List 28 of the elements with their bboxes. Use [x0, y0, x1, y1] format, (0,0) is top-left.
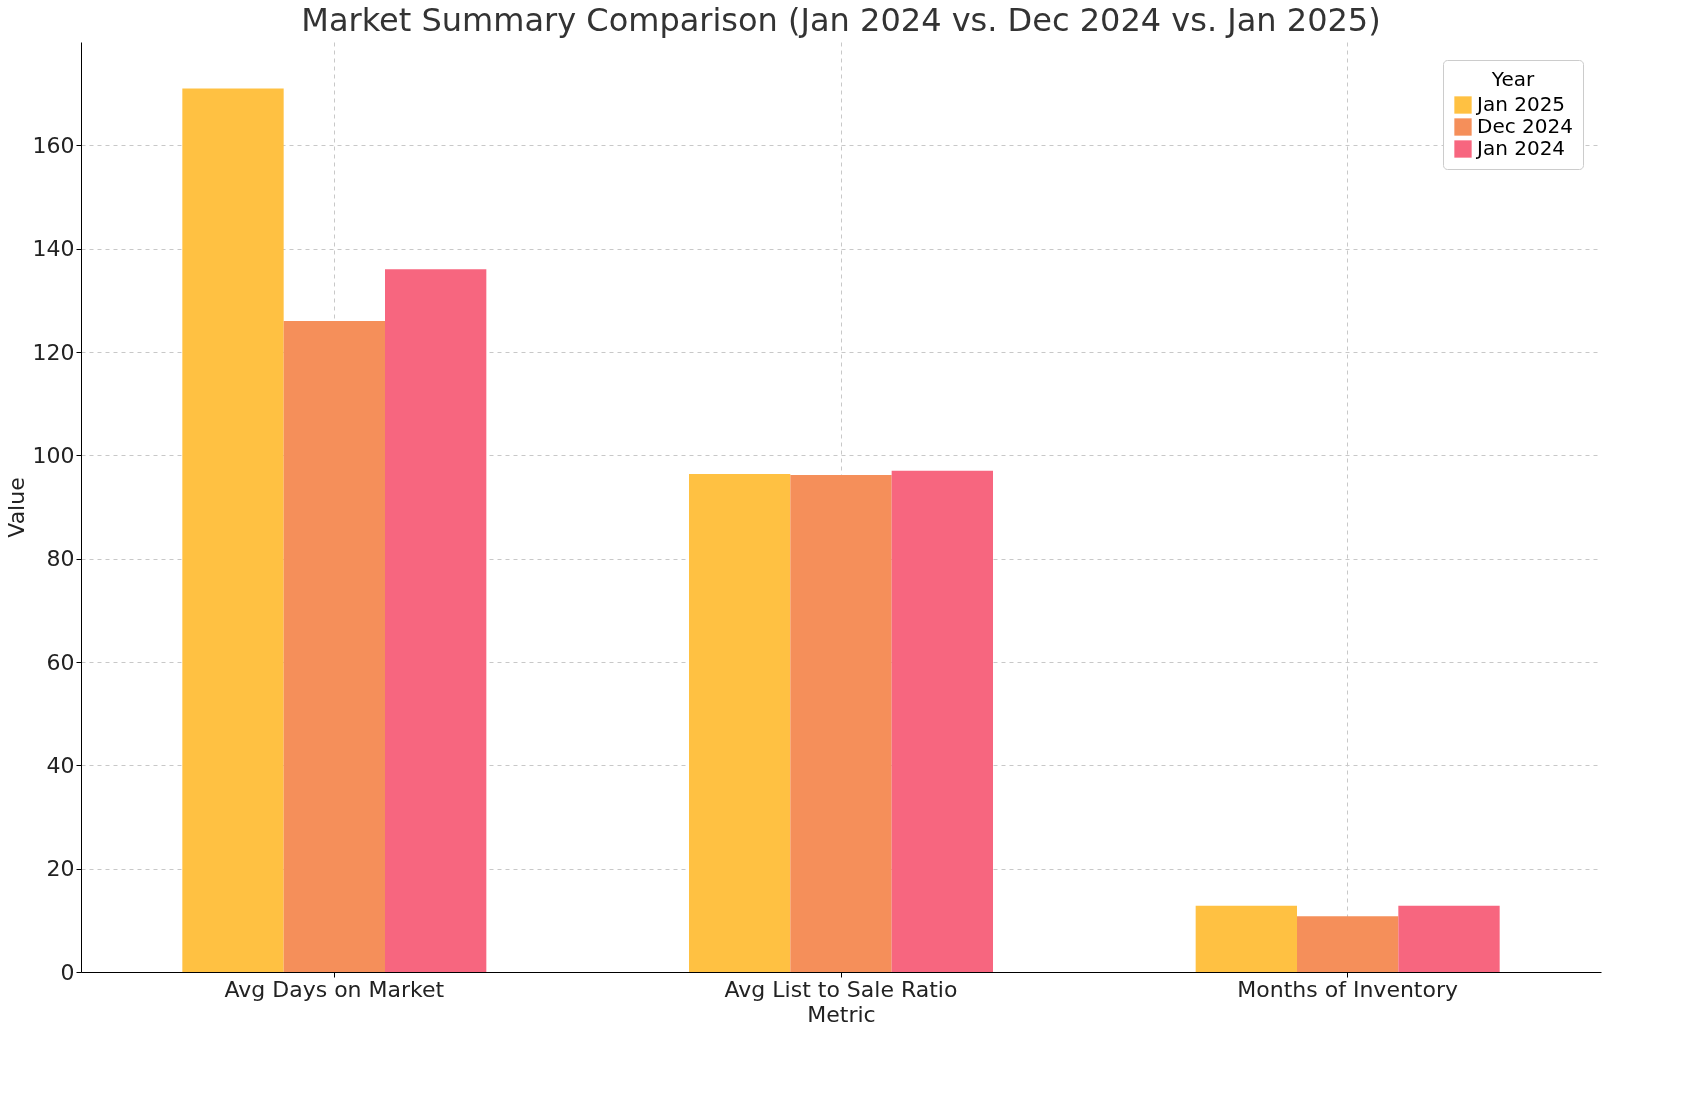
- bar: [891, 470, 993, 972]
- x-axis-title: Metric: [807, 1001, 876, 1027]
- y-tick-label: 20: [46, 856, 75, 882]
- legend-label: Jan 2025: [1475, 92, 1566, 116]
- bar: [283, 321, 385, 972]
- x-tick-label: Avg List to Sale Ratio: [724, 976, 958, 1002]
- bar: [790, 474, 892, 972]
- y-tick-label: 120: [32, 339, 75, 365]
- bar: [1297, 916, 1399, 972]
- x-tick-label: Avg Days on Market: [224, 976, 445, 1002]
- y-tick-label: 140: [32, 236, 75, 262]
- legend-label: Jan 2024: [1475, 136, 1566, 160]
- bar: [1195, 905, 1297, 972]
- y-tick-label: 60: [46, 649, 75, 675]
- chart-title: Market Summary Comparison (Jan 2024 vs. Dec 2024 vs. Jan 2025): [301, 1, 1381, 39]
- y-tick-label: 160: [32, 132, 75, 158]
- x-tick-label: Months of Inventory: [1237, 976, 1459, 1002]
- y-tick-label: 100: [32, 442, 75, 468]
- bar: [689, 473, 791, 972]
- y-tick-label: 0: [60, 959, 75, 985]
- bar: [182, 88, 284, 972]
- bar: [1398, 905, 1500, 972]
- legend-title: Year: [1490, 67, 1535, 91]
- y-tick-label: 80: [46, 546, 75, 572]
- y-tick-label: 40: [46, 752, 75, 778]
- y-axis-title: Value: [3, 477, 29, 538]
- legend-label: Dec 2024: [1477, 114, 1573, 138]
- bar: [385, 269, 487, 972]
